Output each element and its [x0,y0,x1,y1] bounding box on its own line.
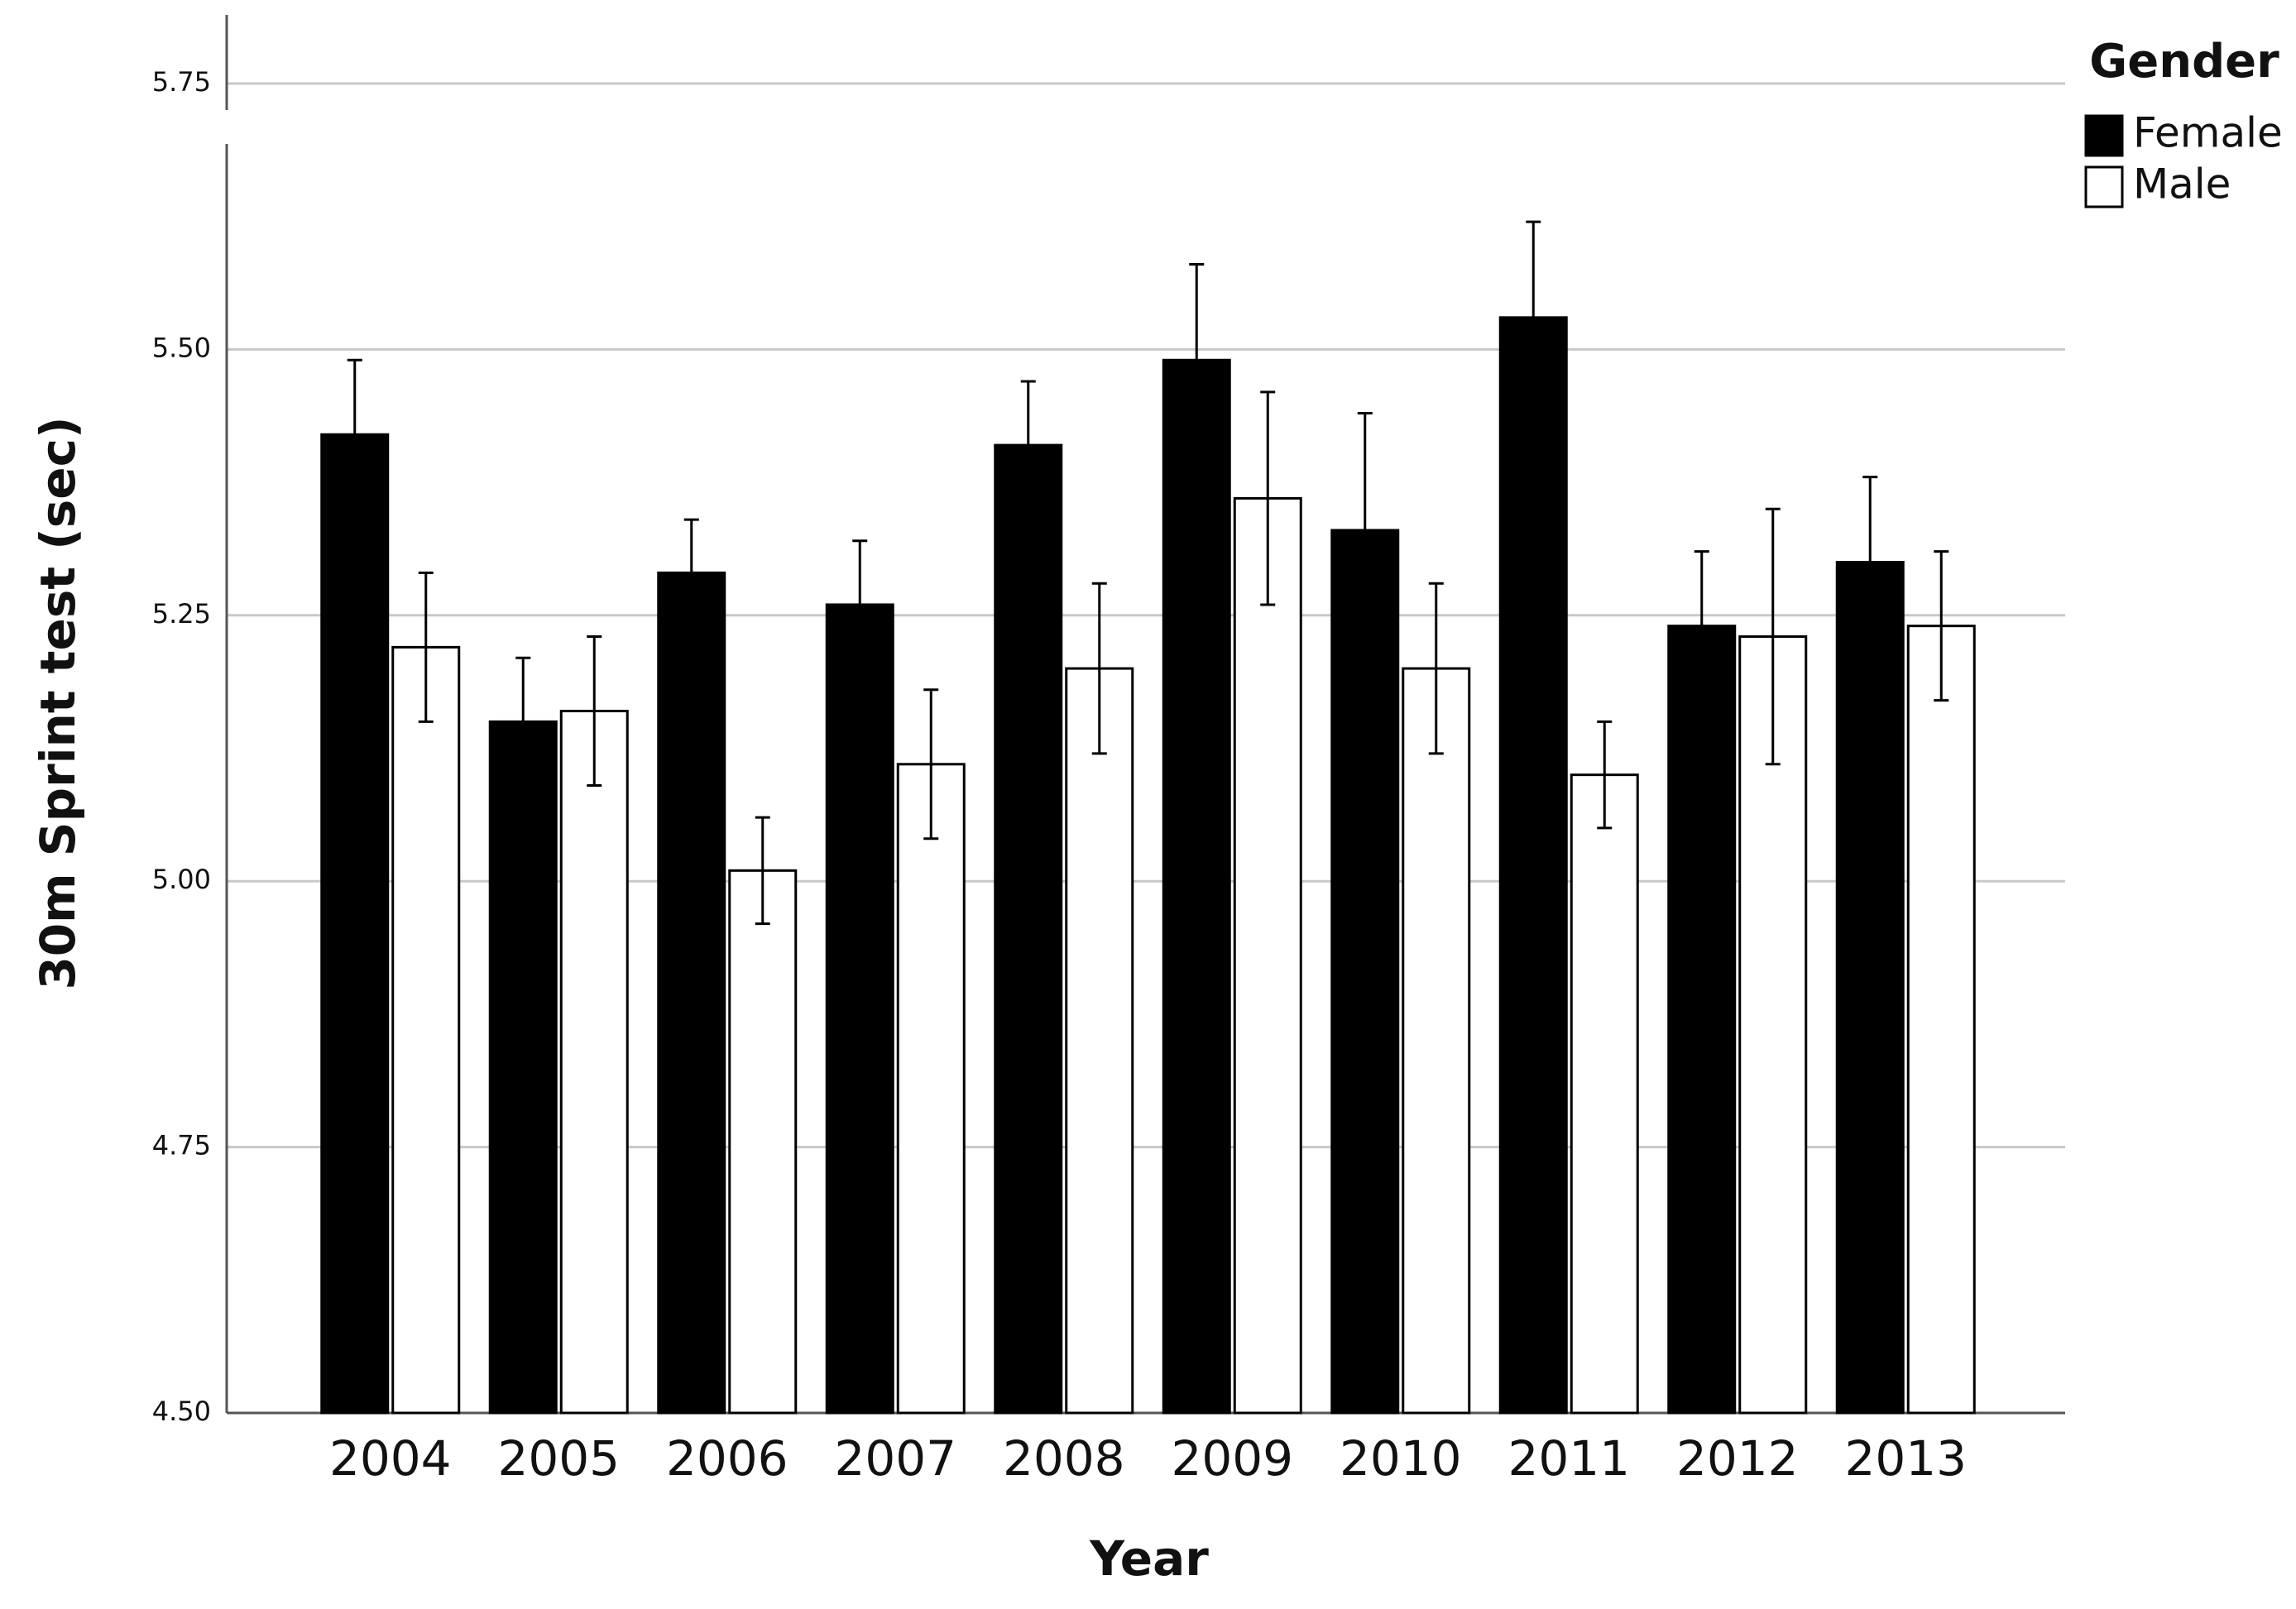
bar [1330,529,1400,1415]
error-bar [1091,582,1107,755]
error-bar [1934,550,1949,702]
bar [1738,635,1808,1415]
bar [1835,561,1905,1415]
error-bar [852,539,868,670]
error-bar [1020,380,1036,510]
legend-title: Gender [2089,35,2279,89]
bar [1667,625,1737,1415]
error-bar [1597,720,1613,830]
error-bar [923,688,939,840]
bar [1570,773,1639,1415]
bar [1162,358,1231,1415]
bar [1402,667,1471,1415]
x-tick-label: 2005 [497,1430,620,1487]
x-tick-label: 2011 [1507,1430,1630,1487]
x-tick-label: 2012 [1676,1430,1799,1487]
x-tick-label: 2008 [1003,1430,1125,1487]
bar [488,720,558,1415]
y-axis-label: 30m Sprint test (sec) [30,416,86,989]
bar [657,571,726,1415]
x-tick-label: 2006 [666,1430,789,1487]
bar [994,443,1063,1415]
x-tick-label: 2013 [1844,1430,1967,1487]
bar [1498,316,1568,1415]
legend-label: Male [2133,160,2231,208]
x-tick-label: 2009 [1171,1430,1293,1487]
error-bar [1357,412,1373,649]
error-bar [1765,507,1781,766]
bar [559,710,629,1415]
error-bar [1428,582,1444,755]
x-tick-label: 2010 [1340,1430,1462,1487]
bar [1233,496,1302,1415]
bar [1065,667,1134,1415]
error-bar [1694,550,1709,702]
bar [391,645,461,1415]
error-bar [347,358,362,510]
error-bar [1862,476,1878,649]
bar [1906,625,1976,1415]
error-bar [755,816,770,926]
y-tick-label: 5.75 [152,66,211,98]
y-tick-label: 4.50 [152,1396,211,1427]
bar [728,869,798,1415]
error-bar [587,635,602,787]
x-axis-label: Year [1089,1530,1209,1587]
bar [825,603,894,1415]
error-bar [418,571,434,723]
bar [320,433,390,1415]
error-bar [515,656,531,787]
y-tick-label: 4.75 [152,1130,211,1161]
legend-swatch [2084,114,2124,157]
error-bar [1526,220,1541,415]
x-tick-label: 2007 [834,1430,956,1487]
x-tick-label: 2004 [329,1430,452,1487]
legend-swatch [2084,165,2124,208]
error-bar [1260,390,1276,606]
bar [896,763,966,1415]
y-tick-label: 5.00 [152,864,211,895]
y-tick-label: 5.25 [152,598,211,630]
y-tick-label: 5.50 [152,332,211,363]
error-bar [1189,263,1205,457]
error-bar [683,518,699,628]
legend-label: Female [2133,109,2283,157]
